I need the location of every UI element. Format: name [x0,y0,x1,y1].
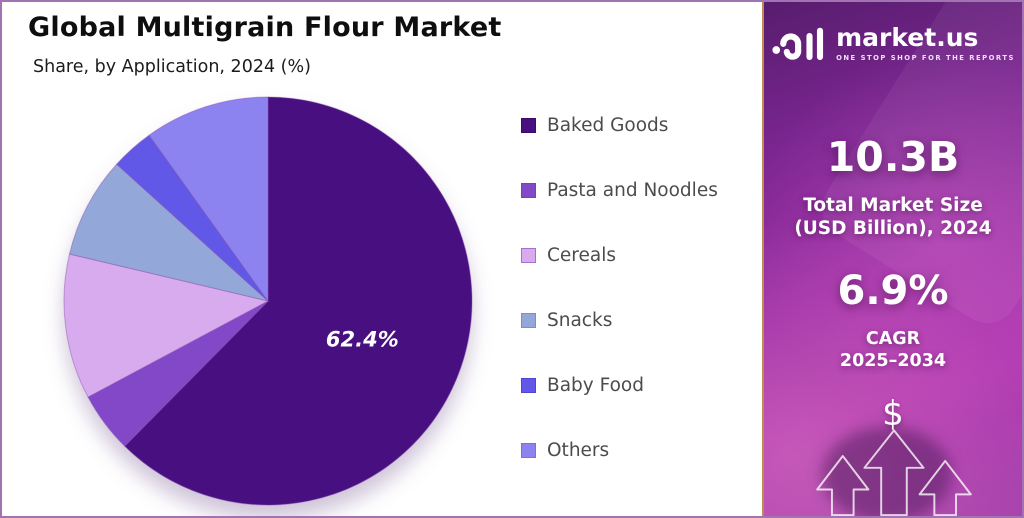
pie-value-label: 62.4% [326,328,399,352]
cagr-label-line1: CAGR [865,329,921,349]
legend-label: Pasta and Noodles [547,179,718,201]
cagr-value: 6.9% [837,268,949,314]
legend-item: Others [521,439,718,461]
dollar-icon: $ [882,394,904,434]
pie-slice-cereals [63,253,270,398]
legend-swatch-icon [521,377,536,393]
pie-slice-snacks [68,163,269,302]
chart-panel: Global Multigrain Flour Market Share, by… [28,12,718,506]
market-size-label: Total Market Size (USD Billion), 2024 [764,194,1022,240]
cagr-label-line2: 2025–2034 [839,351,947,371]
pie-slice-baked-goods [123,96,473,506]
legend-swatch-icon [521,117,536,133]
legend-label: Others [547,439,610,461]
legend-item: Snacks [521,309,718,331]
brand-tagline: ONE STOP SHOP FOR THE REPORTS [836,53,1015,62]
brand-name: market.us [836,22,979,52]
brand-text: market.us ONE STOP SHOP FOR THE REPORTS [836,22,1015,62]
legend-swatch-icon [521,182,536,198]
legend-label: Baked Goods [547,114,669,136]
legend-label: Baby Food [547,374,644,396]
market-size-value: 10.3B [826,133,960,181]
panel-texture-cup [822,427,952,516]
legend-swatch-icon [521,312,536,328]
marketus-logo-icon [772,27,824,61]
legend: Baked Goods Pasta and Noodles Cereals Snack… [521,114,718,504]
legend-label: Snacks [547,309,613,331]
market-size-label-line1: Total Market Size [803,195,983,216]
brand: market.us ONE STOP SHOP FOR THE REPORTS [764,20,1022,66]
growth-arrows-icon [816,429,972,516]
legend-swatch-icon [521,247,536,263]
legend-item: Cereals [521,244,718,266]
market-size-label-line2: (USD Billion), 2024 [794,218,992,239]
legend-item: Pasta and Noodles [521,179,718,201]
page-title: Global Multigrain Flour Market [28,12,502,43]
pie-slice-pasta-and-noodles [87,300,269,447]
legend-item: Baked Goods [521,114,718,136]
legend-item: Baby Food [521,374,718,396]
pie-slice-baby-food [115,134,269,302]
brand-panel: market.us ONE STOP SHOP FOR THE REPORTS … [762,0,1024,518]
legend-swatch-icon [521,442,536,458]
pie-slice-others [148,96,269,303]
cagr-label: CAGR 2025–2034 [764,328,1022,372]
pie-chart: 62.4% [63,96,473,506]
legend-label: Cereals [547,244,616,266]
chart-subtitle: Share, by Application, 2024 (%) [33,57,311,77]
